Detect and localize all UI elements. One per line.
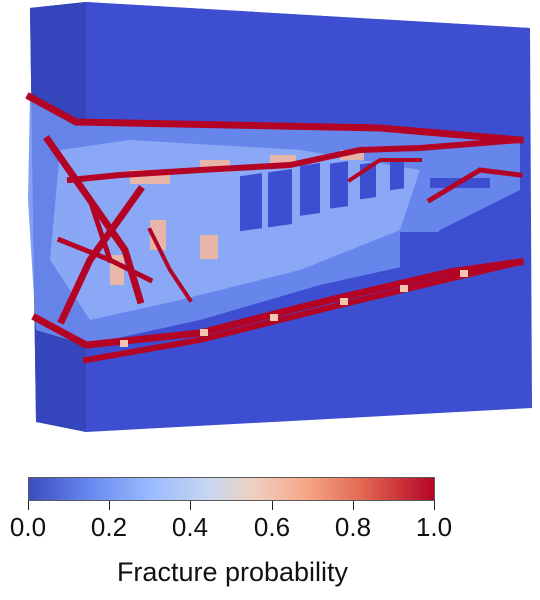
colorbar-tick <box>353 501 354 510</box>
colorbar-tick-label: 0.8 <box>334 512 372 542</box>
colorbar-tick-label: 0.6 <box>253 512 291 542</box>
colorbar-title: Fracture probability <box>116 557 349 587</box>
colorbar-tick <box>190 501 191 510</box>
colorbar-tick <box>28 501 29 510</box>
colorbar-frame <box>28 477 435 501</box>
fracture-visualization <box>25 2 532 432</box>
colorbar-tick-label: 0.2 <box>90 512 128 542</box>
crack-lines <box>25 92 524 364</box>
crack-highlights <box>120 270 468 347</box>
colorbar-tick-label: 0.0 <box>9 512 47 542</box>
colorbar-tick <box>109 501 110 510</box>
colorbar-tick-label: 0.4 <box>171 512 209 542</box>
colorbar-tick-label: 1.0 <box>415 512 453 542</box>
colorbar-tick <box>272 501 273 510</box>
colorbar-tick <box>434 501 435 510</box>
colorbar-gradient <box>28 477 435 501</box>
